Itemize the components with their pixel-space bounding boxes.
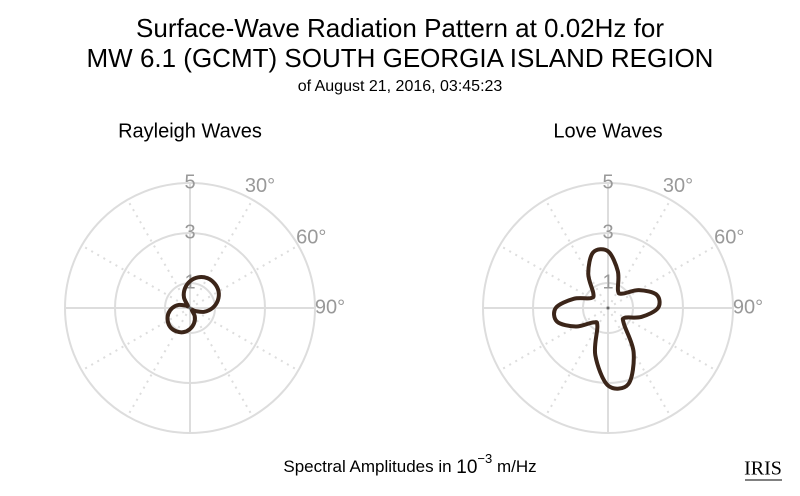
- footer: Spectral Amplitudes in 10−3 m/Hz: [283, 451, 536, 478]
- footer-base: 10: [456, 457, 477, 478]
- radius-grid-circle: [482, 182, 734, 434]
- radius-tick-label: 3: [184, 221, 195, 243]
- radiation-pattern: [165, 275, 221, 335]
- radius-tick-label: 3: [602, 221, 613, 243]
- subplot-title: Love Waves: [553, 120, 662, 142]
- angle-tick-label: 30°: [245, 175, 275, 197]
- angle-tick-label: 30°: [663, 175, 693, 197]
- radius-tick-label: 1: [602, 271, 613, 293]
- footer-unit: m/Hz: [492, 457, 536, 476]
- radius-grid-circle: [64, 182, 316, 434]
- radius-tick-label: 5: [184, 171, 195, 193]
- title-line: Surface-Wave Radiation Pattern at 0.02Hz…: [136, 13, 664, 43]
- angle-tick-label: 90°: [733, 296, 763, 318]
- radius-grid-circle: [114, 232, 266, 384]
- footer-text: Spectral Amplitudes in: [283, 457, 456, 476]
- angle-tick-label: 90°: [315, 296, 345, 318]
- angle-tick-label: 60°: [714, 226, 744, 248]
- subplot-title: Rayleigh Waves: [118, 120, 262, 142]
- center-dot: [606, 306, 610, 310]
- radiation-pattern: [552, 247, 662, 391]
- subtitle: of August 21, 2016, 03:45:23: [298, 78, 503, 95]
- angle-tick-label: 60°: [296, 226, 326, 248]
- title-line: MW 6.1 (GCMT) SOUTH GEORGIA ISLAND REGIO…: [87, 43, 714, 73]
- center-dot: [188, 306, 192, 310]
- logo: IRIS: [744, 458, 782, 480]
- radius-tick-label: 5: [602, 171, 613, 193]
- radius-grid-circle: [582, 282, 634, 334]
- footer-exponent: −3: [477, 451, 492, 466]
